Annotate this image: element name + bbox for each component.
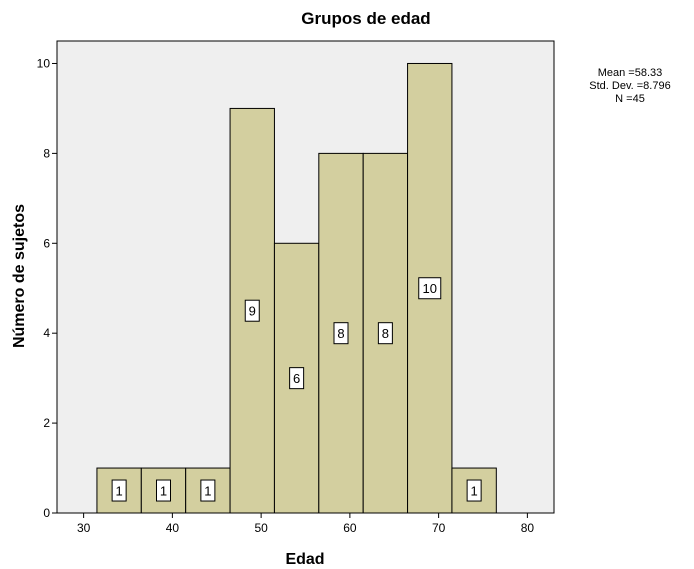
data-label: 1 xyxy=(466,479,482,502)
data-label-box xyxy=(111,479,127,502)
x-tick-label: 40 xyxy=(166,521,180,535)
stats-n: N =45 xyxy=(615,93,645,105)
data-label: 8 xyxy=(377,322,393,345)
chart-title: Grupos de edad xyxy=(301,9,430,28)
y-tick-label: 4 xyxy=(43,326,50,340)
data-label-text: 8 xyxy=(382,326,389,341)
data-label-text: 1 xyxy=(471,484,478,499)
data-label: 1 xyxy=(156,479,171,502)
data-label-text: 6 xyxy=(293,371,300,386)
stats-box: Mean =58.33 Std. Dev. =8.796 N =45 xyxy=(589,67,670,105)
data-label-text: 10 xyxy=(423,281,437,296)
data-label-text: 1 xyxy=(160,484,167,499)
y-tick-label: 6 xyxy=(43,236,50,250)
y-tick-label: 2 xyxy=(43,416,50,430)
data-label: 10 xyxy=(418,277,442,300)
data-label-box xyxy=(377,322,393,345)
data-label-text: 1 xyxy=(204,484,211,499)
data-label-box xyxy=(289,367,305,390)
data-label-text: 1 xyxy=(116,484,123,499)
x-tick-label: 80 xyxy=(521,521,535,535)
stats-mean: Mean =58.33 xyxy=(598,67,663,79)
data-label-box xyxy=(156,479,171,502)
y-tick-label: 10 xyxy=(37,56,51,70)
data-labels-group: 1 1 1 9 6 8 8 10 1 xyxy=(111,277,482,502)
data-label-box xyxy=(244,299,260,322)
data-label-box xyxy=(200,479,216,502)
data-label: 1 xyxy=(200,479,216,502)
data-label: 8 xyxy=(333,322,349,345)
x-tick-label: 60 xyxy=(343,521,357,535)
histogram-bar xyxy=(362,152,409,514)
y-tick-label: 8 xyxy=(43,146,50,160)
data-label: 6 xyxy=(289,367,305,390)
data-label-box xyxy=(418,277,442,300)
stats-std-dev: Std. Dev. =8.796 xyxy=(589,80,670,92)
data-label-text: 9 xyxy=(249,304,256,319)
y-axis: 0 2 4 6 8 10 xyxy=(37,56,57,520)
x-tick-label: 70 xyxy=(432,521,446,535)
y-tick-label: 0 xyxy=(43,506,50,520)
y-axis-label: Número de sujetos xyxy=(11,204,28,348)
data-label-text: 8 xyxy=(337,326,344,341)
x-tick-label: 30 xyxy=(77,521,91,535)
bars-group xyxy=(96,62,497,514)
data-label: 9 xyxy=(244,299,260,322)
x-tick-label: 50 xyxy=(254,521,268,535)
x-axis: 30 40 50 60 70 80 xyxy=(77,513,534,535)
data-label-box xyxy=(466,479,482,502)
data-label: 1 xyxy=(111,479,127,502)
data-label-box xyxy=(333,322,349,345)
x-axis-label: Edad xyxy=(285,551,324,568)
